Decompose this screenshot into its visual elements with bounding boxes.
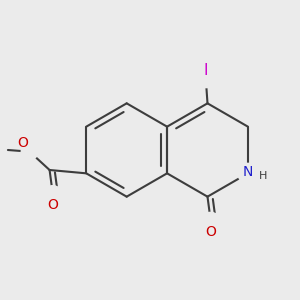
Text: O: O xyxy=(47,198,58,212)
Text: H: H xyxy=(259,171,267,181)
Text: O: O xyxy=(17,136,28,150)
Circle shape xyxy=(202,212,220,231)
Circle shape xyxy=(238,163,258,183)
Circle shape xyxy=(44,186,62,204)
Text: O: O xyxy=(206,225,216,239)
Text: N: N xyxy=(243,165,253,179)
Circle shape xyxy=(21,143,38,160)
Text: I: I xyxy=(204,63,208,78)
Circle shape xyxy=(197,71,214,88)
